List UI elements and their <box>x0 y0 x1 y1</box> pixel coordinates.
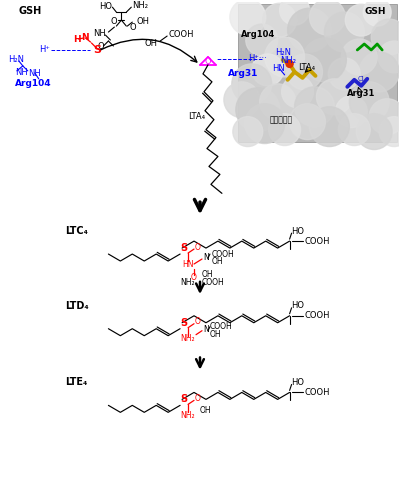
Text: O: O <box>195 394 201 403</box>
Text: O: O <box>111 17 117 26</box>
Circle shape <box>371 19 400 55</box>
Text: LTD₄: LTD₄ <box>66 301 89 311</box>
Text: HO: HO <box>99 1 112 11</box>
Text: N: N <box>203 325 209 334</box>
Circle shape <box>265 37 304 77</box>
Text: LTE₄: LTE₄ <box>66 378 88 387</box>
Text: HO: HO <box>292 301 304 311</box>
Circle shape <box>269 114 300 145</box>
Text: Arg104: Arg104 <box>241 30 275 38</box>
Text: Arg104: Arg104 <box>15 79 52 88</box>
Text: Arg31: Arg31 <box>228 69 258 78</box>
Text: S: S <box>180 395 188 404</box>
Circle shape <box>280 0 310 25</box>
Circle shape <box>341 39 377 75</box>
Circle shape <box>310 107 349 147</box>
Circle shape <box>230 0 266 35</box>
Circle shape <box>356 114 392 150</box>
Text: NH₂: NH₂ <box>181 334 195 343</box>
Text: S: S <box>180 243 188 253</box>
Text: NH₂: NH₂ <box>132 0 148 10</box>
Text: N: N <box>81 33 88 41</box>
Text: LTA₄: LTA₄ <box>188 112 205 121</box>
FancyArrowPatch shape <box>101 39 197 62</box>
Text: HN: HN <box>272 64 284 73</box>
Text: OH: OH <box>212 257 224 265</box>
Circle shape <box>263 3 296 37</box>
Text: エポキシ基: エポキシ基 <box>270 115 293 124</box>
Text: HO: HO <box>292 378 304 387</box>
Circle shape <box>245 104 285 143</box>
Text: S: S <box>180 318 188 328</box>
Circle shape <box>369 99 400 135</box>
Bar <box>238 4 397 141</box>
Text: COOH: COOH <box>304 237 330 245</box>
Circle shape <box>359 52 399 92</box>
Circle shape <box>246 24 278 56</box>
Circle shape <box>338 114 370 145</box>
Text: COOH: COOH <box>304 388 330 397</box>
Circle shape <box>335 96 367 128</box>
Text: O: O <box>195 243 201 252</box>
Text: NH₂: NH₂ <box>280 56 296 66</box>
Circle shape <box>224 82 260 118</box>
Text: O: O <box>205 57 211 67</box>
Text: H⁺: H⁺ <box>39 46 50 54</box>
Circle shape <box>232 64 272 104</box>
Text: HN: HN <box>182 260 194 268</box>
Text: GSH: GSH <box>19 6 42 16</box>
Text: Arg31: Arg31 <box>347 89 376 98</box>
Circle shape <box>287 54 322 90</box>
Text: NH: NH <box>93 29 106 37</box>
Circle shape <box>379 117 400 147</box>
Text: O: O <box>191 274 197 282</box>
Circle shape <box>363 0 391 26</box>
Circle shape <box>236 88 280 132</box>
Circle shape <box>378 41 400 73</box>
Text: OH: OH <box>200 406 212 415</box>
Circle shape <box>294 87 334 127</box>
Text: N: N <box>203 253 209 261</box>
Circle shape <box>316 79 352 115</box>
Text: H: H <box>73 35 80 44</box>
Circle shape <box>324 12 364 52</box>
Text: NH: NH <box>15 69 28 77</box>
Circle shape <box>282 76 314 108</box>
Text: H₂N: H₂N <box>8 55 24 65</box>
Circle shape <box>260 84 296 120</box>
Circle shape <box>290 104 326 139</box>
Text: COOH: COOH <box>202 278 225 287</box>
Text: LTA₄: LTA₄ <box>298 63 315 72</box>
Text: HO: HO <box>292 226 304 236</box>
Text: LTC₄: LTC₄ <box>66 226 88 236</box>
Text: GSH: GSH <box>364 7 386 16</box>
Circle shape <box>345 4 377 36</box>
Text: COOH: COOH <box>168 30 194 38</box>
Text: NH₂: NH₂ <box>181 278 195 287</box>
Circle shape <box>310 0 345 35</box>
Circle shape <box>349 82 389 122</box>
Text: Cl: Cl <box>358 76 365 82</box>
Text: O: O <box>97 42 104 52</box>
Text: O: O <box>195 317 201 326</box>
Text: COOH: COOH <box>210 322 233 331</box>
Text: OH: OH <box>210 330 222 339</box>
Circle shape <box>328 58 360 90</box>
Text: OH: OH <box>202 270 214 279</box>
Text: OH: OH <box>136 17 149 26</box>
Text: H⁺···: H⁺··· <box>248 54 266 64</box>
Circle shape <box>288 8 332 52</box>
Circle shape <box>302 38 346 82</box>
Text: NH: NH <box>28 69 40 78</box>
Circle shape <box>233 117 263 147</box>
Text: S: S <box>94 45 102 55</box>
Text: O: O <box>129 22 136 32</box>
Text: H₂N: H₂N <box>275 49 291 57</box>
Text: OH: OH <box>144 38 157 48</box>
Text: COOH: COOH <box>304 311 330 320</box>
Text: NH₂: NH₂ <box>181 411 195 420</box>
Circle shape <box>286 60 293 68</box>
Circle shape <box>252 54 284 86</box>
Text: COOH: COOH <box>212 249 235 259</box>
